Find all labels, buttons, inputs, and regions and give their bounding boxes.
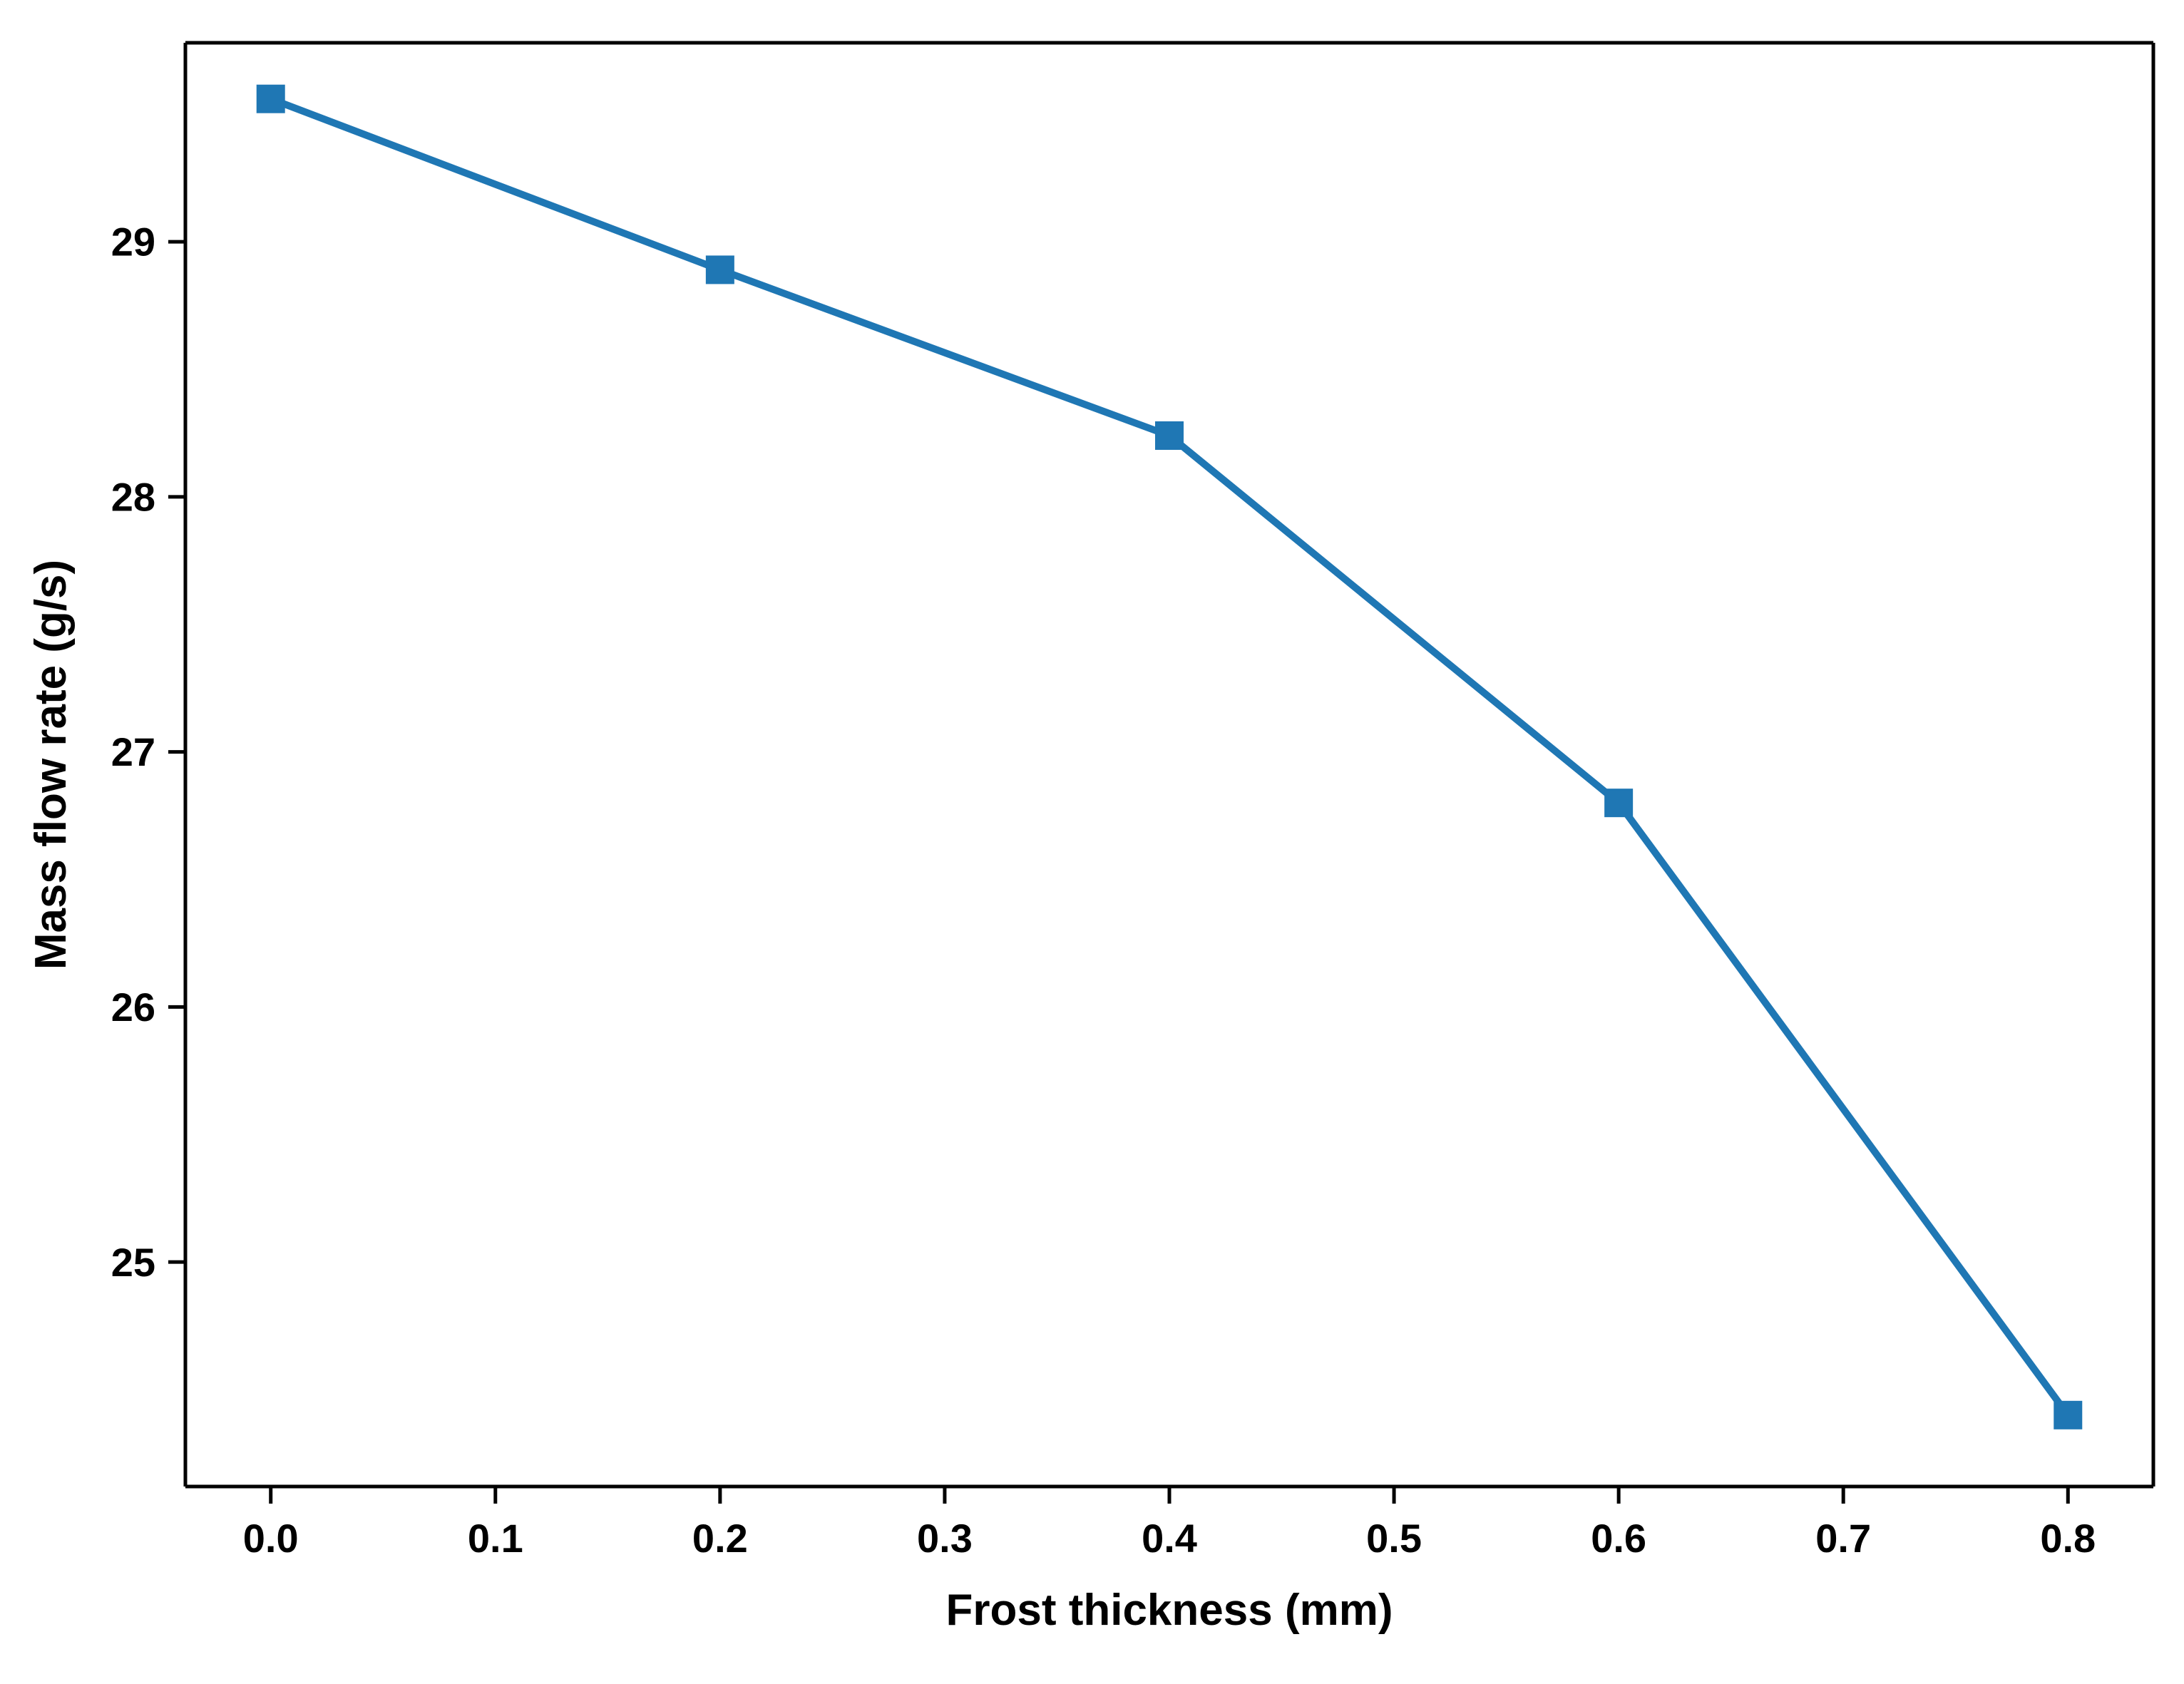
y-tick-label: 28 <box>111 474 155 519</box>
x-tick-label: 0.8 <box>2040 1516 2096 1561</box>
x-tick-label: 0.7 <box>1815 1516 1871 1561</box>
y-tick-label: 27 <box>111 729 155 774</box>
x-tick-label: 0.3 <box>917 1516 973 1561</box>
y-tick-label: 25 <box>111 1240 155 1285</box>
x-tick-label: 0.0 <box>243 1516 299 1561</box>
x-tick-label: 0.2 <box>692 1516 748 1561</box>
x-axis-label: Frost thickness (mm) <box>945 1586 1393 1635</box>
y-tick-label: 26 <box>111 985 155 1030</box>
data-marker <box>2054 1402 2081 1429</box>
x-tick-label: 0.4 <box>1142 1516 1197 1561</box>
x-tick-label: 0.6 <box>1591 1516 1646 1561</box>
chart-container: 0.0 0.1 0.2 0.3 0.4 0.5 0.6 0.7 0.8 25 26 27 28 29 Fro… <box>0 0 2184 1684</box>
data-marker <box>1156 422 1183 449</box>
x-tick-label: 0.1 <box>468 1516 523 1561</box>
data-marker <box>1605 789 1632 816</box>
data-marker <box>257 86 284 113</box>
line-chart: 0.0 0.1 0.2 0.3 0.4 0.5 0.6 0.7 0.8 25 26 27 28 29 Fro… <box>0 0 2184 1684</box>
x-tick-label: 0.5 <box>1366 1516 1422 1561</box>
y-axis-label: Mass flow rate (g/s) <box>26 560 76 970</box>
y-tick-label: 29 <box>111 220 155 265</box>
data-marker <box>707 256 734 283</box>
